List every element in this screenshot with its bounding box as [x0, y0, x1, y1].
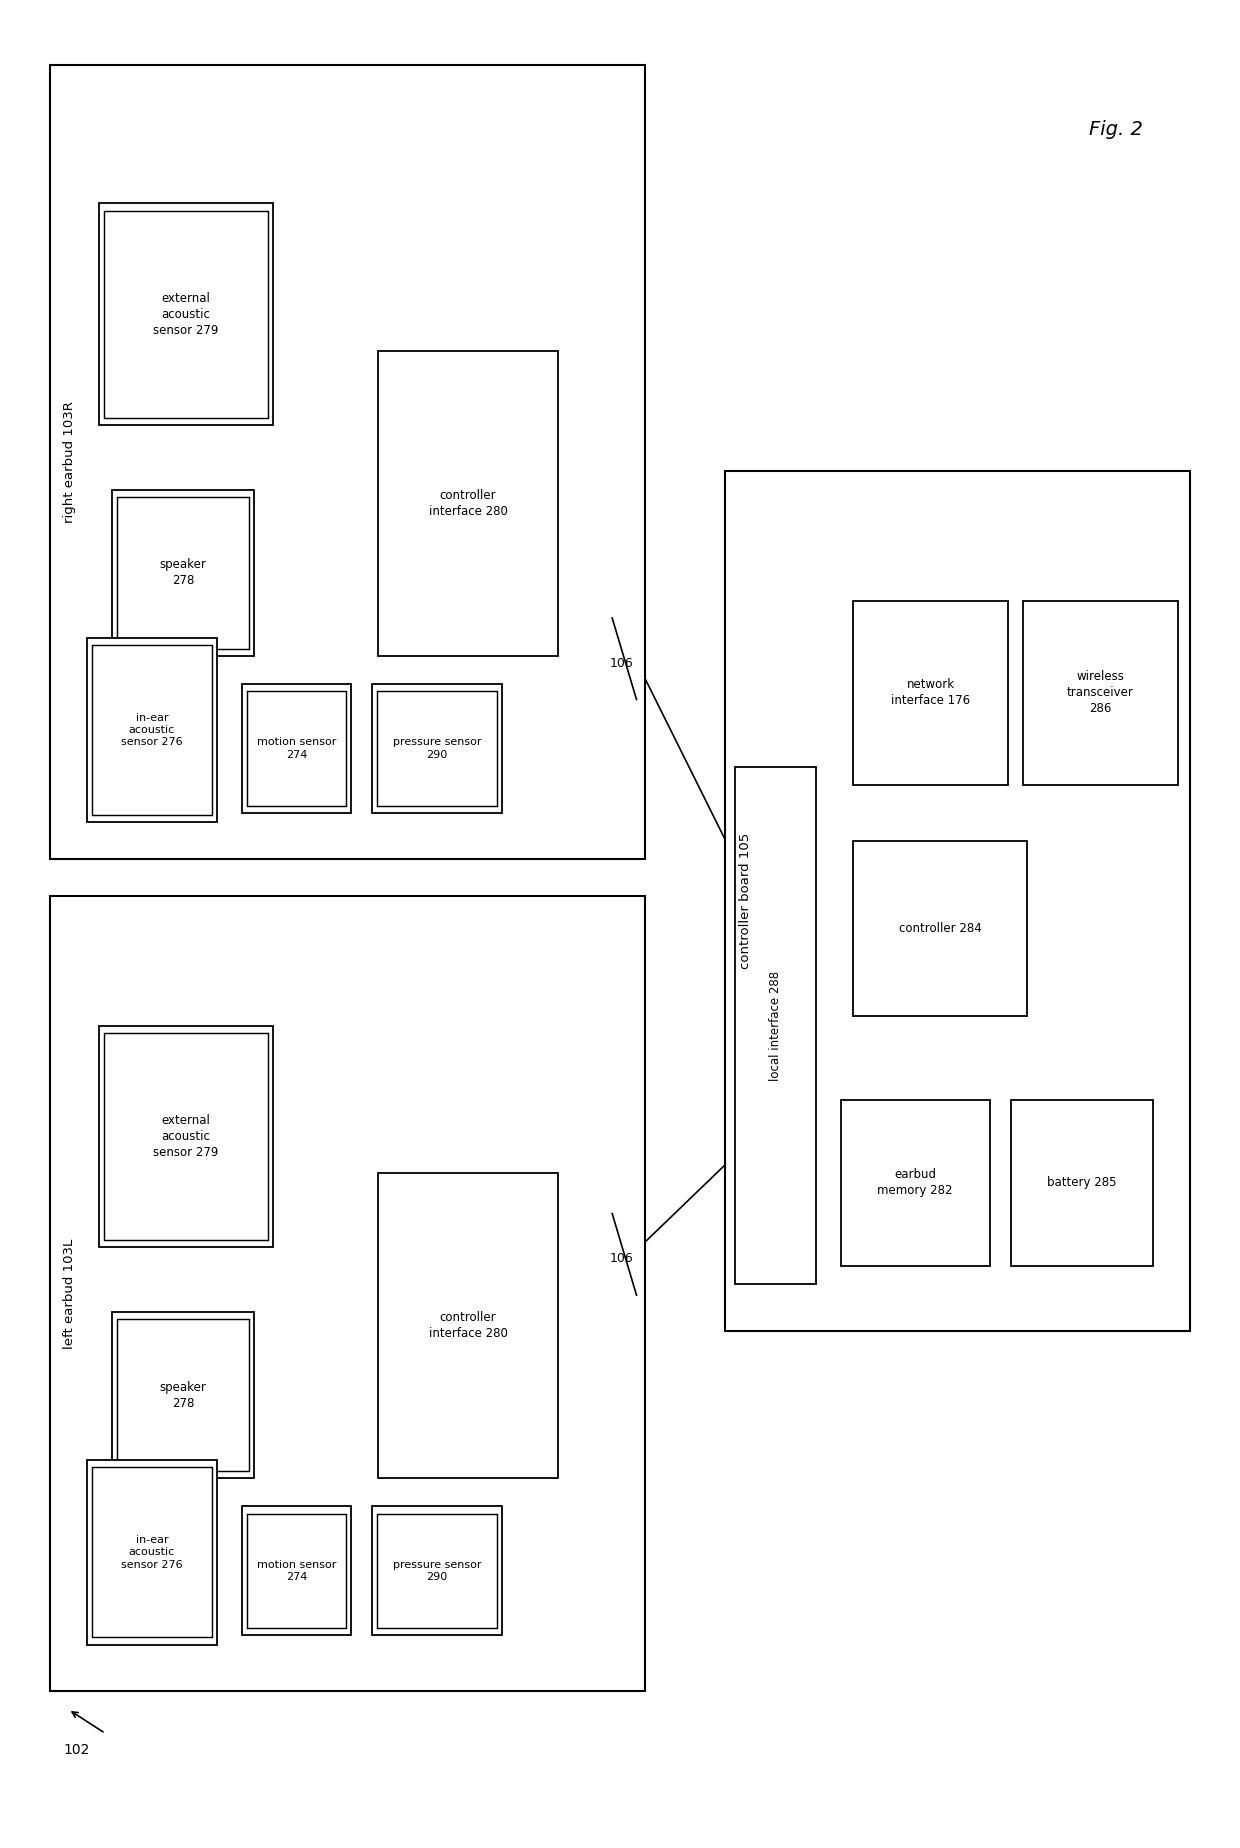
Bar — [104, 211, 268, 418]
Bar — [735, 767, 816, 1284]
Bar — [50, 896, 645, 1691]
Bar — [853, 601, 1008, 785]
Bar — [242, 684, 351, 813]
Bar — [247, 691, 346, 806]
Text: motion sensor
274: motion sensor 274 — [257, 737, 336, 760]
Text: battery 285: battery 285 — [1047, 1175, 1117, 1190]
Bar — [372, 1506, 502, 1635]
Text: in-ear
acoustic
sensor 276: in-ear acoustic sensor 276 — [122, 1536, 182, 1569]
Text: wireless
transceiver
286: wireless transceiver 286 — [1068, 671, 1133, 715]
Text: speaker
278: speaker 278 — [160, 1380, 206, 1410]
Bar — [50, 65, 645, 859]
Bar — [841, 1100, 990, 1266]
Text: controller board 105: controller board 105 — [739, 833, 751, 968]
Text: right earbud 103R: right earbud 103R — [63, 401, 76, 523]
Text: 102: 102 — [63, 1743, 91, 1757]
Text: pressure sensor
290: pressure sensor 290 — [393, 737, 481, 760]
Bar — [104, 1033, 268, 1240]
Bar — [377, 691, 497, 806]
Text: external
acoustic
sensor 279: external acoustic sensor 279 — [154, 1114, 218, 1159]
Text: 106: 106 — [610, 656, 634, 669]
Bar — [112, 1312, 254, 1478]
Bar — [99, 1026, 273, 1247]
Bar — [242, 1506, 351, 1635]
Text: local interface 288: local interface 288 — [769, 970, 782, 1081]
Text: controller
interface 280: controller interface 280 — [429, 490, 507, 517]
Bar — [378, 351, 558, 656]
Text: left earbud 103L: left earbud 103L — [63, 1238, 76, 1349]
Text: Fig. 2: Fig. 2 — [1089, 120, 1143, 139]
Text: earbud
memory 282: earbud memory 282 — [878, 1168, 952, 1198]
Bar — [87, 638, 217, 822]
Bar — [372, 684, 502, 813]
Text: pressure sensor
290: pressure sensor 290 — [393, 1560, 481, 1582]
Text: motion sensor
274: motion sensor 274 — [257, 1560, 336, 1582]
Text: 106: 106 — [610, 1253, 634, 1266]
Bar — [378, 1173, 558, 1478]
Bar — [92, 645, 212, 815]
Text: in-ear
acoustic
sensor 276: in-ear acoustic sensor 276 — [122, 713, 182, 747]
Bar — [87, 1460, 217, 1645]
Bar — [92, 1467, 212, 1637]
Text: controller
interface 280: controller interface 280 — [429, 1312, 507, 1340]
Bar — [377, 1514, 497, 1628]
Bar — [112, 490, 254, 656]
Bar — [1023, 601, 1178, 785]
Text: network
interface 176: network interface 176 — [892, 678, 970, 708]
Bar — [117, 497, 249, 649]
Bar — [247, 1514, 346, 1628]
Bar — [1011, 1100, 1153, 1266]
Text: speaker
278: speaker 278 — [160, 558, 206, 588]
Text: external
acoustic
sensor 279: external acoustic sensor 279 — [154, 292, 218, 336]
Text: controller 284: controller 284 — [899, 922, 981, 935]
Bar — [853, 841, 1027, 1016]
Bar — [99, 203, 273, 425]
Bar — [117, 1319, 249, 1471]
Bar — [725, 471, 1190, 1331]
